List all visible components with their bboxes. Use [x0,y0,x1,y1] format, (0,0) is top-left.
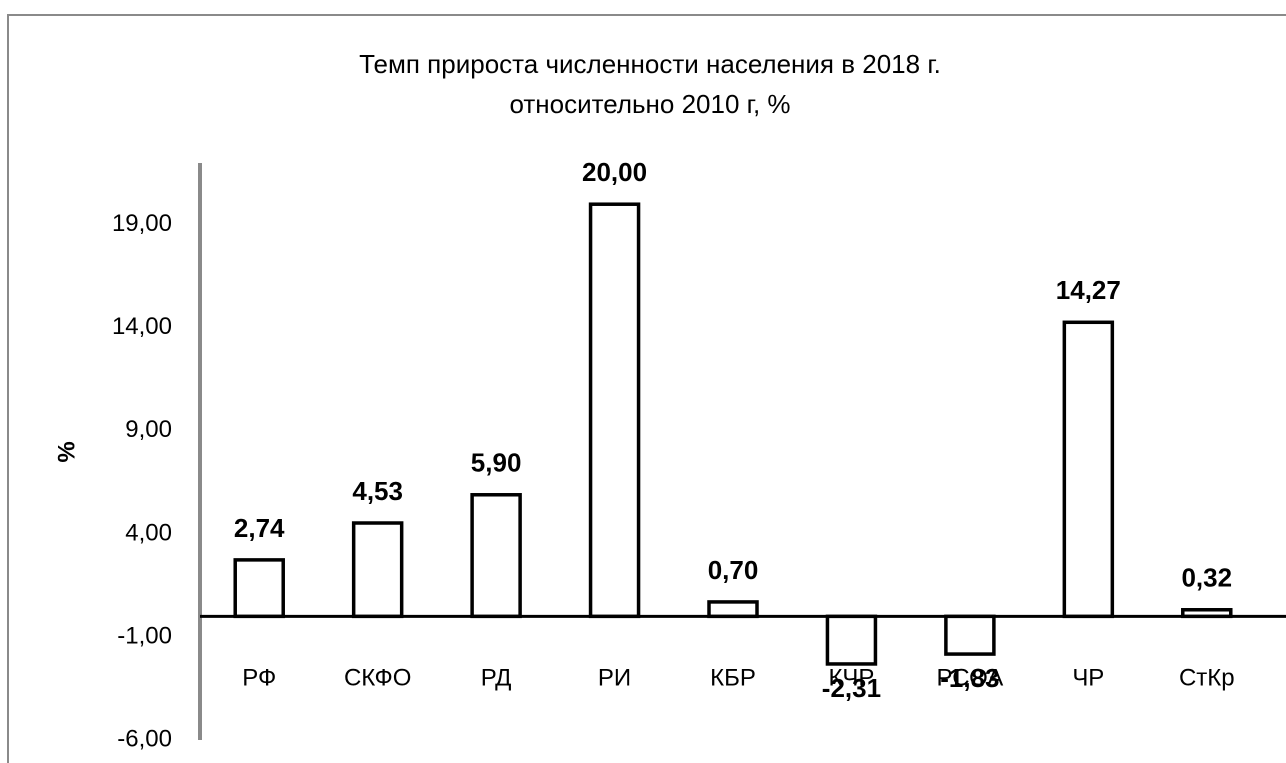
bar [944,614,996,656]
bar [470,493,522,619]
chart-title: Темп прироста численности населения в 20… [359,49,941,79]
data-label: -1,83 [940,663,999,693]
bar [707,600,759,619]
x-tick-label: СтКр [1179,664,1235,691]
x-tick-label: КЧР [828,664,874,691]
bar [825,614,878,666]
bar [233,558,285,619]
x-tick-label: РИ [598,664,631,691]
data-label: 2,74 [234,513,285,543]
y-tick-label: 9,00 [125,416,172,443]
y-axis-label: % [53,441,80,462]
y-tick-label: 4,00 [125,519,172,546]
y-tick-label: -6,00 [117,725,172,752]
data-label: 4,53 [352,476,403,506]
x-tick-label: ЧР [1072,664,1104,691]
data-label: 20,00 [582,157,647,187]
y-tick-label: -1,00 [117,622,172,649]
chart-title: относительно 2010 г, % [509,89,790,119]
data-label: 5,90 [471,448,522,478]
x-tick-label: РФ [242,664,276,691]
x-tick-label: СКФО [344,664,411,691]
bar [588,202,641,619]
data-label: -2,31 [822,673,881,703]
y-tick-label: 14,00 [112,313,172,340]
data-label: 0,32 [1181,563,1232,593]
data-label: 0,70 [708,555,759,585]
bar [1062,320,1115,619]
data-label: 14,27 [1056,275,1121,305]
x-tick-label: РСОА [937,664,1004,691]
x-tick-label: РД [481,664,512,691]
bar [351,521,404,619]
y-tick-label: 19,00 [112,210,172,237]
x-tick-label: КБР [710,664,756,691]
